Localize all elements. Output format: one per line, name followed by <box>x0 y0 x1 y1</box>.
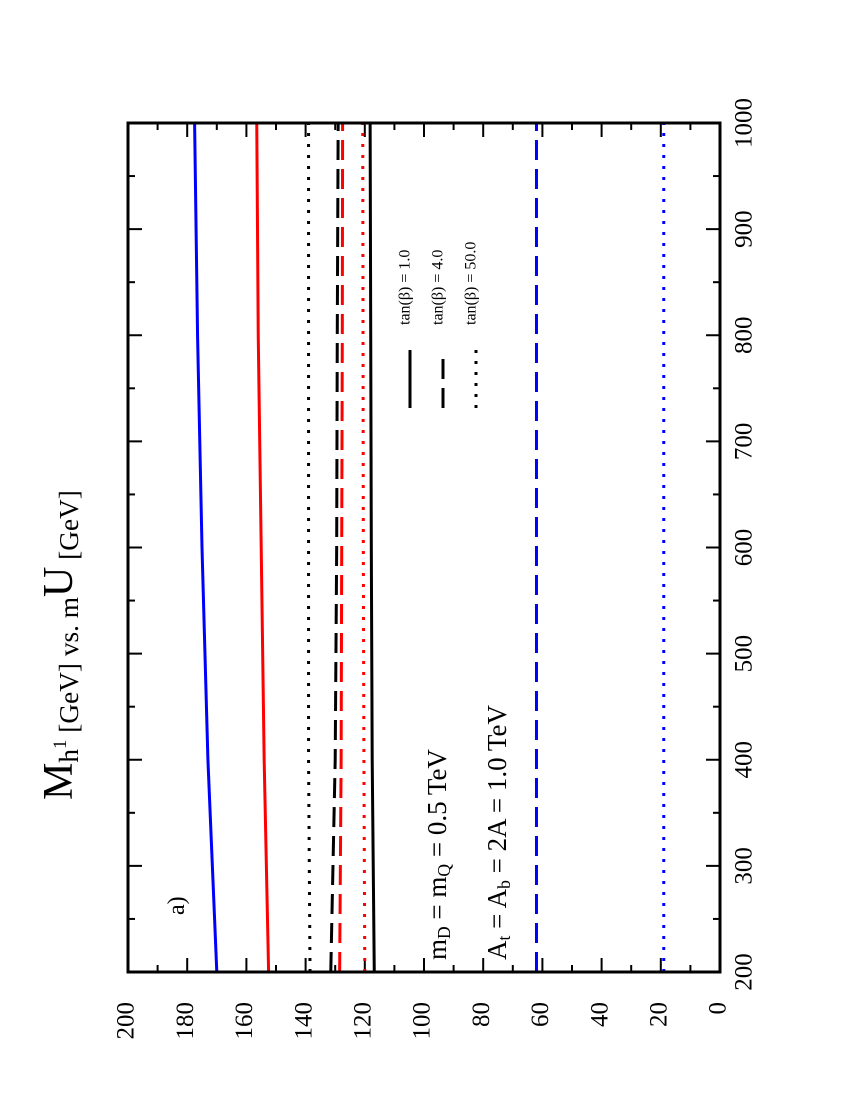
rotated-plot: 200 300 400 500 600 700 800 900 1000 0 20 40 60 80 100… <box>36 98 758 1040</box>
text-part: a) <box>164 896 190 915</box>
x-tick-label: 900 <box>731 210 758 248</box>
plot-frame <box>126 121 722 974</box>
text-part: A <box>482 940 512 960</box>
text-part: U <box>36 567 82 597</box>
x-tick-label: 800 <box>731 317 758 355</box>
x-tick-label: 500 <box>731 635 758 673</box>
legend-label: tan(β) = 50.0 <box>463 242 480 325</box>
text-part: = 2A = 1.0 TeV <box>482 705 512 881</box>
text-part: M <box>36 763 82 800</box>
series-line <box>368 123 376 972</box>
x-tick-label: 300 <box>731 847 758 885</box>
chart-title: Mh1 [GeV] vs. mU [GeV] <box>36 490 84 800</box>
y-tick-label: 120 <box>350 1002 377 1040</box>
y-tick-label: 40 <box>586 1002 613 1027</box>
x-tick-label: 600 <box>731 529 758 567</box>
subscript: Q <box>434 864 454 877</box>
y-tick-label: 80 <box>468 1002 495 1027</box>
subscript: [GeV] <box>54 490 84 567</box>
subscript: [GeV] vs. m <box>54 597 84 740</box>
y-tick-label: 180 <box>172 1002 199 1040</box>
series-line <box>255 123 271 972</box>
series-line <box>338 123 345 972</box>
text-part: m <box>422 939 452 960</box>
annotation: At = Ab = 2A = 1.0 TeV <box>482 705 514 960</box>
legend-label: tan(β) = 4.0 <box>430 250 447 325</box>
subscript: D <box>434 926 454 939</box>
x-tick-label: 1000 <box>731 98 758 148</box>
y-tick-label: 160 <box>231 1002 258 1040</box>
text-part: = A <box>482 888 512 935</box>
annotation: mD = mQ = 0.5 TeV <box>422 749 454 960</box>
subscript: h <box>54 749 84 763</box>
text-part: 1 <box>50 740 71 749</box>
annotation: a) <box>164 896 190 915</box>
y-tick-label: 200 <box>113 1002 140 1040</box>
series-line <box>361 123 367 972</box>
text-part: = 0.5 TeV <box>422 749 452 864</box>
series-line <box>193 123 219 972</box>
x-tick-label: 200 <box>731 953 758 991</box>
legend-label: tan(β) = 1.0 <box>397 250 414 325</box>
subscript: b <box>494 880 514 889</box>
x-tick-label: 700 <box>731 423 758 461</box>
x-tick-label: 400 <box>731 741 758 779</box>
y-tick-label: 60 <box>527 1002 554 1027</box>
y-tick-label: 0 <box>705 1002 732 1015</box>
y-tick-label: 140 <box>290 1002 317 1040</box>
series-line <box>329 123 340 972</box>
subscript: t <box>494 936 514 941</box>
y-tick-label: 20 <box>646 1002 673 1027</box>
series-line <box>307 123 312 972</box>
y-tick-label: 100 <box>409 1002 436 1040</box>
text-part: = m <box>422 877 452 927</box>
